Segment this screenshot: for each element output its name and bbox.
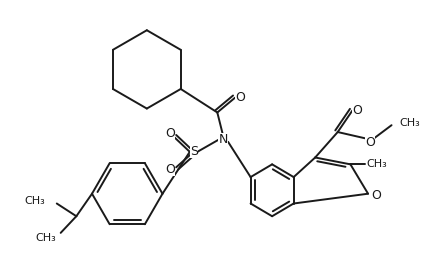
Text: O: O xyxy=(352,104,362,117)
Text: CH₃: CH₃ xyxy=(24,196,45,206)
Text: CH₃: CH₃ xyxy=(366,159,387,169)
Text: O: O xyxy=(235,91,245,104)
Text: O: O xyxy=(365,136,375,149)
Text: O: O xyxy=(165,126,175,140)
Text: CH₃: CH₃ xyxy=(399,118,420,128)
Text: N: N xyxy=(219,133,228,146)
Text: CH₃: CH₃ xyxy=(35,233,56,243)
Text: S: S xyxy=(190,145,198,158)
Text: O: O xyxy=(165,163,175,176)
Text: O: O xyxy=(371,189,381,202)
